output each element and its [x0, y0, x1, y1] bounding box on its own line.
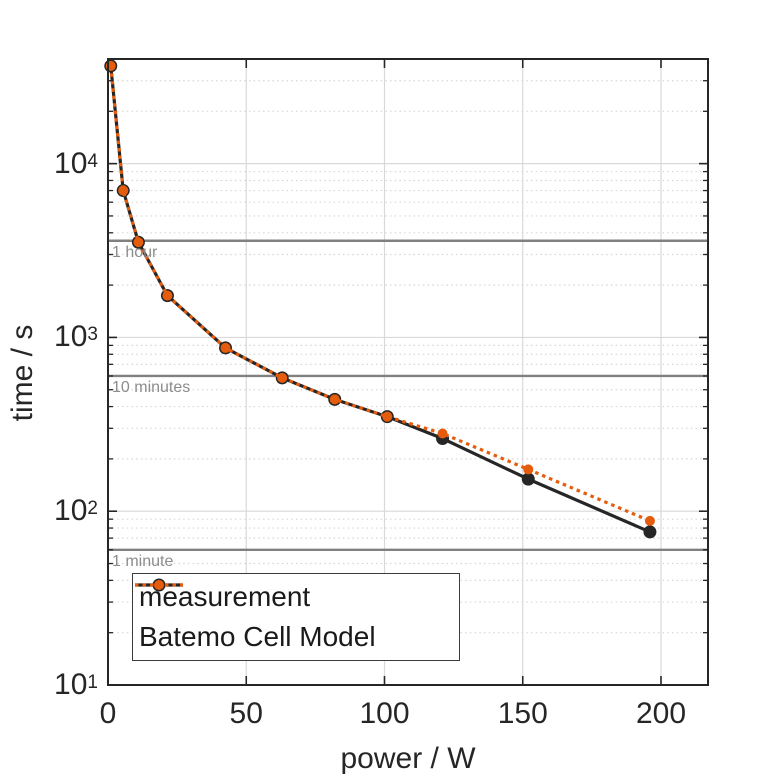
legend-item-batemo-cell-model: Batemo Cell Model — [133, 580, 459, 655]
model-marker — [133, 237, 144, 248]
model-marker — [277, 372, 288, 383]
model-marker — [220, 342, 231, 353]
y-tick-label: 101 — [54, 668, 98, 701]
x-tick-label: 150 — [497, 697, 548, 730]
model-marker — [523, 464, 534, 475]
x-tick-label: 100 — [359, 697, 410, 730]
model-line — [109, 65, 651, 523]
reference-line-label: 1 minute — [112, 552, 174, 570]
legend: measurement Batemo Cell Model — [132, 573, 460, 661]
model-marker — [437, 428, 448, 439]
measurement-marker — [521, 472, 535, 486]
model-marker — [382, 411, 393, 422]
measurement-line — [109, 65, 651, 534]
x-tick-label: 50 — [229, 697, 263, 730]
model-marker — [329, 394, 340, 405]
y-axis-label: time / s — [6, 324, 39, 422]
legend-label-batemo-cell-model: Batemo Cell Model — [139, 620, 376, 652]
plot-frame — [107, 58, 709, 686]
y-tick-label: 102 — [54, 494, 98, 528]
x-tick-label: 200 — [635, 697, 687, 730]
reference-line-label: 10 minutes — [112, 378, 191, 396]
reference-line-label: 1 hour — [112, 243, 158, 261]
measurement-marker — [643, 525, 657, 539]
y-tick-label: 104 — [54, 146, 98, 180]
x-tick-label: 0 — [99, 697, 117, 730]
model-marker — [162, 290, 173, 301]
model-line-sample-icon — [135, 580, 183, 590]
y-tick-label: 103 — [54, 320, 98, 354]
x-axis-label: power / W — [340, 742, 476, 775]
model-marker — [644, 515, 655, 526]
model-marker — [118, 185, 129, 196]
